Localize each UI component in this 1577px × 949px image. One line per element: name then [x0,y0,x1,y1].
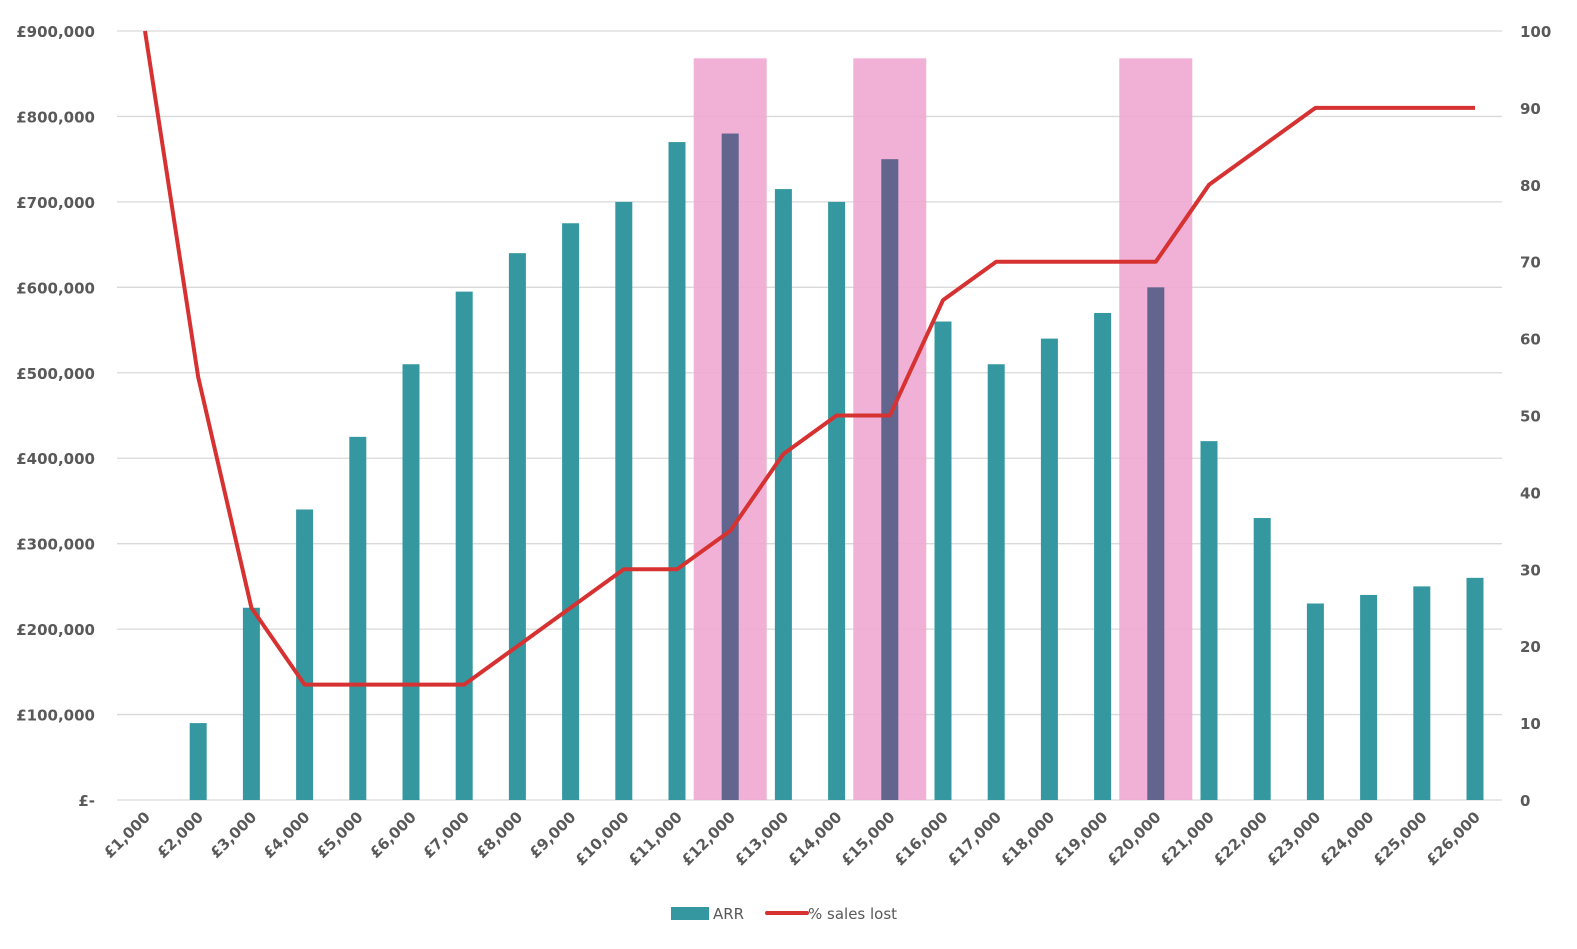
y-right-tick-label: 60 [1520,331,1541,349]
y-right-tick-label: 70 [1520,254,1541,272]
bar [509,253,526,800]
x-tick-label: £25,000 [1370,808,1431,869]
bar [296,509,313,800]
x-tick-label: £5,000 [313,808,367,862]
bar [1201,441,1218,800]
x-tick-label: £14,000 [784,808,845,869]
x-tick-label: £6,000 [366,808,420,862]
x-tick-label: £3,000 [207,808,261,862]
x-tick-label: £4,000 [260,808,314,862]
y-left-tick-label: £900,000 [16,23,95,41]
sales-lost-line [145,31,1475,685]
x-tick-label: £17,000 [944,808,1005,869]
bar [988,364,1005,800]
y-left-tick-label: £800,000 [16,108,95,126]
y-left-tick-label: £400,000 [16,450,95,468]
y-right-tick-label: 20 [1520,638,1541,656]
legend: ARR % sales lost [671,905,897,923]
bar [1041,339,1058,800]
x-tick-label: £10,000 [572,808,633,869]
x-tick-label: £22,000 [1210,808,1271,869]
x-tick-label: £21,000 [1157,808,1218,869]
y-right-tick-label: 100 [1520,23,1551,41]
bar [1360,595,1377,800]
legend-label-sales-lost: % sales lost [808,905,897,923]
bar [349,437,366,800]
y-right-tick-label: 50 [1520,408,1541,426]
x-tick-label: £1,000 [100,808,154,862]
bar [881,159,898,800]
x-tick-label: £12,000 [678,808,739,869]
y-right-tick-label: 90 [1520,100,1541,118]
y-axis-left: £- £100,000 £200,000 £300,000 £400,000 £500,0… [16,23,95,810]
x-tick-label: £16,000 [891,808,952,869]
y-left-tick-label: £300,000 [16,536,95,554]
arr-bars [190,134,1484,800]
x-tick-label: £23,000 [1263,808,1324,869]
bar [722,134,739,800]
bar [1254,518,1271,800]
y-right-tick-label: 30 [1520,561,1541,579]
x-tick-label: £9,000 [526,808,580,862]
x-tick-label: £2,000 [153,808,207,862]
bar [828,202,845,800]
x-tick-label: £20,000 [1104,808,1165,869]
x-tick-label: £13,000 [731,808,792,869]
legend-label-arr: ARR [713,905,744,923]
y-left-tick-label: £600,000 [16,279,95,297]
x-tick-label: £11,000 [625,808,686,869]
bar [562,223,579,800]
x-tick-label: £24,000 [1316,808,1377,869]
bar [243,608,260,800]
y-left-tick-label: £- [78,792,95,810]
y-right-tick-label: 40 [1520,484,1541,502]
y-left-tick-label: £700,000 [16,194,95,212]
y-left-tick-label: £200,000 [16,621,95,639]
bar [935,322,952,800]
x-tick-label: £19,000 [1050,808,1111,869]
line-path [145,31,1475,685]
bar [1413,586,1430,800]
x-axis: £1,000£2,000£3,000£4,000£5,000£6,000£7,0… [100,808,1484,869]
x-tick-label: £15,000 [838,808,899,869]
bar [669,142,686,800]
bar [190,723,207,800]
bar [775,189,792,800]
bar [1094,313,1111,800]
bar [615,202,632,800]
bar [1307,603,1324,800]
y-right-tick-label: 0 [1520,792,1530,810]
bar [456,292,473,800]
y-left-tick-label: £500,000 [16,365,95,383]
x-tick-label: £7,000 [419,808,473,862]
y-left-tick-label: £100,000 [16,707,95,725]
x-tick-label: £8,000 [473,808,527,862]
y-right-tick-label: 10 [1520,715,1541,733]
legend-swatch-arr [671,907,709,920]
y-axis-right: 0 10 20 30 40 50 60 70 80 90 100 [1520,23,1551,810]
bar [1147,287,1164,800]
x-tick-label: £18,000 [997,808,1058,869]
bar [1467,578,1484,800]
bar [403,364,420,800]
x-tick-label: £26,000 [1423,808,1484,869]
y-right-tick-label: 80 [1520,177,1541,195]
